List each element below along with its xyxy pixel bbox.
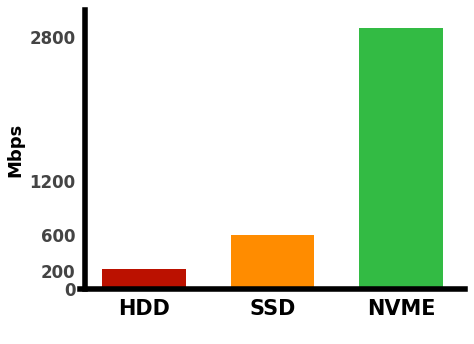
Bar: [102, 269, 186, 289]
Y-axis label: Mbps: Mbps: [6, 122, 24, 177]
Bar: [359, 28, 443, 289]
Bar: [231, 235, 314, 289]
